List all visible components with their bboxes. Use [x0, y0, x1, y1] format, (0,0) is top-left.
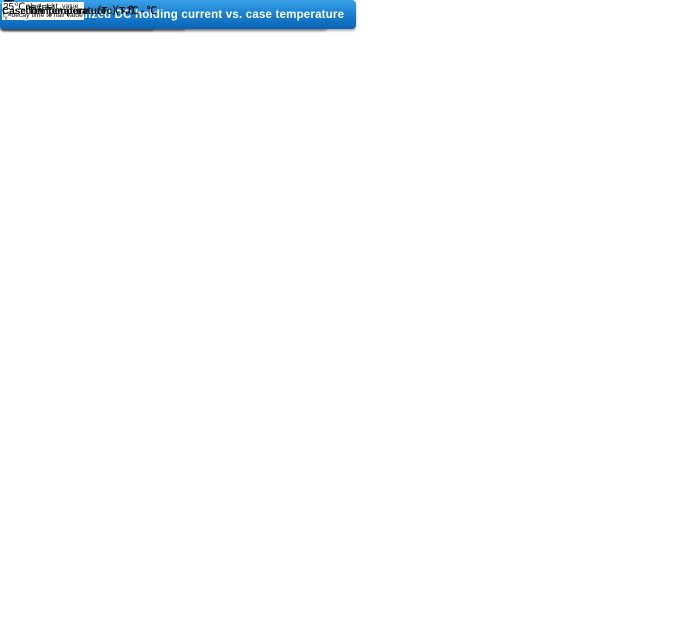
fig4-x-axis-label: Case Temperature （Tc）- ℃ [2, 6, 139, 17]
fig3-x-axis-label: Junction Temperature （TJ）- ℃ [2, 6, 157, 17]
fig4-25c-label: 25℃ [2, 2, 27, 13]
fig2-x-axis-label: t – Time (μs) [2, 2, 55, 13]
fig2-legend-line2: td=decay time to half value [3, 12, 83, 21]
fig4-panel: 2.01.81.61.41.21.00.80.60.4-40-200204060… [0, 0, 138, 17]
fig4-title: Fig.4: Normalized DC holding current vs.… [12, 8, 345, 21]
